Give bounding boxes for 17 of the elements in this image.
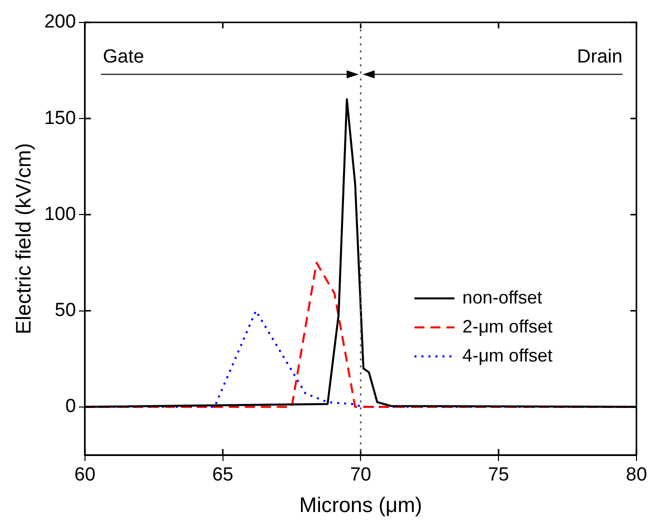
legend-label: non-offset (462, 287, 542, 308)
annotation: Gate (102, 46, 144, 68)
y-tick-label: 100 (44, 204, 76, 225)
annotation: Drain (577, 46, 622, 68)
y-tick-label: 200 (44, 12, 76, 33)
x-axis-title: Microns (μm) (299, 494, 422, 518)
y-tick-label: 0 (65, 396, 76, 418)
x-tick-label: 80 (626, 464, 648, 486)
x-tick-label: 60 (74, 464, 96, 486)
x-tick-label: 70 (350, 464, 372, 486)
x-tick-label: 65 (212, 464, 234, 486)
legend-label: 4-μm offset (462, 345, 553, 366)
x-tick-label: 75 (488, 464, 510, 486)
legend-label: 2-μm offset (462, 316, 553, 336)
y-tick-label: 50 (54, 300, 76, 322)
y-axis-title: Electric field (kV/cm) (12, 143, 36, 334)
y-tick-label: 150 (44, 108, 76, 129)
